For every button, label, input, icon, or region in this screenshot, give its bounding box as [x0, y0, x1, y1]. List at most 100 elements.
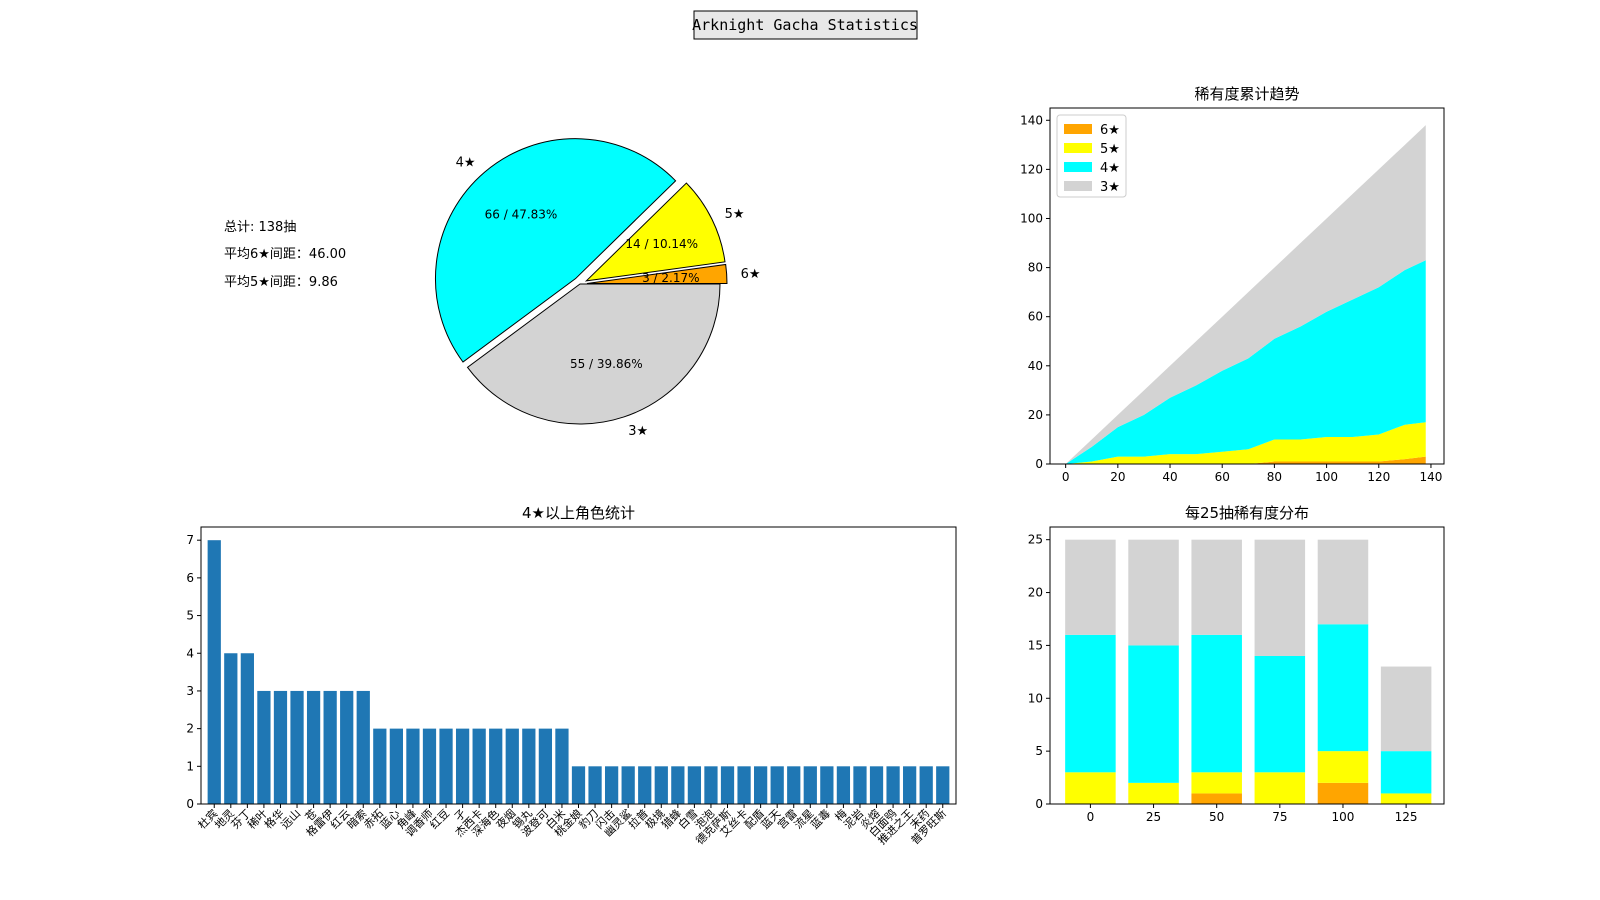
bar-41 [886, 766, 900, 804]
pie-slice-2 [434, 138, 677, 363]
pie-category-label-2: 4★ [456, 155, 476, 170]
chart-title: 4★以上角色统计 [522, 504, 635, 522]
y-tick-label-3: 3 [186, 684, 194, 698]
bar-44 [936, 766, 950, 804]
plot-frame [1049, 526, 1445, 805]
legend-box [1056, 114, 1127, 198]
bar-29 [687, 766, 702, 804]
x-tick-label-5: 100 [1315, 470, 1338, 484]
bar-39 [853, 766, 867, 804]
bar-31 [720, 766, 735, 804]
stat-total: 总计: 138抽 [224, 220, 297, 235]
bar-25 [621, 766, 635, 804]
bar-13 [422, 728, 437, 804]
y-tick-label-5: 100 [1020, 211, 1043, 225]
legend-label-0: 6★ [1100, 123, 1120, 138]
bar-43 [919, 766, 933, 804]
bar-36 [803, 766, 817, 804]
bar-4 [273, 690, 288, 804]
x-tick-label-1: 25 [1146, 810, 1161, 824]
stack-bar-0-1 [1065, 772, 1116, 804]
bar-8 [340, 690, 354, 804]
pie-value-label-3: 55 / 39.86% [570, 357, 643, 371]
chart-title: 稀有度累计趋势 [1194, 85, 1299, 103]
bar-0 [207, 540, 221, 804]
pie-category-label-0: 6★ [741, 267, 761, 282]
stack-bar-4-0 [1317, 782, 1369, 804]
x-tick-label-5: 125 [1395, 810, 1418, 824]
legend-label-1: 5★ [1100, 142, 1120, 157]
legend-label-2: 4★ [1100, 161, 1120, 176]
y-tick-label-0: 0 [1035, 457, 1043, 471]
stack-bar-4-2 [1317, 624, 1369, 752]
stack-bar-1-2 [1128, 645, 1179, 783]
x-tick-label-4: 80 [1267, 470, 1282, 484]
bar-20 [538, 728, 553, 804]
chart-title: 每25抽稀有度分布 [1185, 504, 1309, 522]
bar-10 [373, 728, 387, 804]
bar-22 [571, 766, 586, 804]
plot-frame [1049, 107, 1445, 465]
bar-32 [737, 766, 751, 804]
bar-23 [588, 766, 602, 804]
bar-12 [406, 728, 420, 804]
y-tick-label-6: 6 [186, 571, 194, 585]
x-tick-label-3: 75 [1272, 810, 1287, 824]
bar-14 [439, 728, 453, 804]
pie-category-label-3: 3★ [628, 424, 648, 439]
stack-bar-5-1 [1380, 793, 1432, 804]
stack-bar-3-1 [1254, 772, 1306, 804]
stat-avg-six: 平均6★间距：46.00 [224, 247, 347, 262]
bar-16 [472, 728, 486, 804]
rarity-pie-chart: 3 / 2.17% 6★ 14 / 10.14% 5★ 66 / 47.83% 4★ 55 … [434, 138, 761, 439]
bar-18 [505, 728, 519, 804]
stack-bar-5-2 [1380, 751, 1432, 794]
per25-distribution-chart: 每25抽稀有度分布 0 25 50 75 100 125 0 5 10 15 20 25 [1028, 504, 1445, 824]
x-tick-label-14: 红豆 [427, 807, 452, 832]
stack-bar-2-1 [1191, 772, 1242, 794]
x-tick-label-6: 120 [1367, 470, 1390, 484]
area-series-0 [1065, 456, 1426, 464]
x-tick-label-4: 100 [1332, 810, 1355, 824]
y-tick-label-3: 15 [1028, 638, 1043, 652]
area-series-3 [1065, 125, 1426, 464]
pie-value-label-1: 14 / 10.14% [625, 237, 698, 251]
pie-slice-3 [466, 283, 721, 425]
figure-title: Arknight Gacha Statistics [692, 16, 918, 34]
y-tick-label-7: 140 [1020, 113, 1043, 127]
stack-bar-4-3 [1317, 539, 1369, 625]
area-series-1 [1065, 422, 1426, 464]
legend-swatch-2 [1064, 162, 1092, 172]
stat-avg-five: 平均5★间距：9.86 [224, 275, 338, 290]
figure-title-box: Arknight Gacha Statistics [692, 10, 918, 40]
bar-37 [820, 766, 834, 804]
pie-slice-0 [586, 263, 728, 285]
bar-11 [389, 728, 403, 804]
area-series-2 [1065, 260, 1426, 464]
bar-15 [455, 728, 470, 804]
legend-swatch-3 [1064, 181, 1092, 191]
pie-value-label-0: 3 / 2.17% [642, 271, 699, 285]
bar-26 [638, 766, 652, 804]
stack-bar-1-1 [1128, 782, 1179, 804]
y-tick-label-4: 80 [1028, 261, 1043, 275]
bar-1 [224, 653, 238, 804]
legend-swatch-1 [1064, 143, 1092, 153]
y-tick-label-5: 5 [186, 609, 194, 623]
stack-bar-0-3 [1065, 539, 1116, 635]
bar-7 [323, 690, 337, 804]
x-tick-label-5: 远山 [278, 807, 303, 832]
y-tick-label-1: 5 [1035, 744, 1043, 758]
x-tick-label-2: 50 [1209, 810, 1224, 824]
bar-38 [836, 766, 851, 804]
stack-bar-2-0 [1191, 793, 1242, 804]
legend: 6★ 5★ 4★ 3★ [1056, 114, 1127, 198]
y-tick-label-6: 120 [1020, 162, 1043, 176]
bar-35 [787, 766, 801, 804]
y-tick-label-4: 4 [186, 646, 194, 660]
bar-42 [903, 766, 917, 804]
stack-bar-5-3 [1380, 666, 1432, 752]
y-tick-label-3: 60 [1028, 310, 1043, 324]
